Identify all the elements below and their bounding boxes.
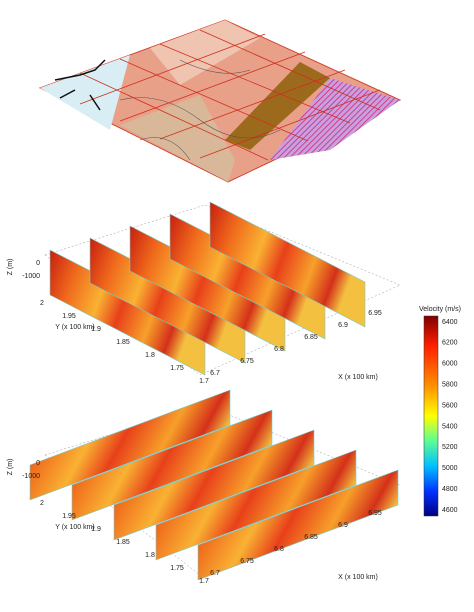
velocity-slice — [155, 449, 357, 561]
colorbar-tick-label: 6200 — [442, 340, 458, 347]
y-tick-label: 1.85 — [116, 339, 130, 346]
y-tick-label: 1.75 — [170, 565, 184, 572]
y-tick-label: 2 — [40, 300, 44, 307]
velocity-slice — [113, 429, 315, 541]
velocity-slice — [29, 389, 231, 501]
velocity-slice — [209, 201, 366, 328]
x-tick-label: 6.85 — [304, 334, 318, 341]
colorbar-tick-label: 4600 — [442, 507, 458, 514]
x-tick-label: 6.8 — [274, 546, 284, 553]
colorbar-tick-label: 4800 — [442, 486, 458, 493]
velocity-slice — [71, 409, 273, 521]
x-tick-label: 6.7 — [210, 370, 220, 377]
y-tick-label: 1.75 — [170, 365, 184, 372]
z-tick-label: 0 — [36, 460, 40, 467]
x-tick-label: 6.85 — [304, 534, 318, 541]
colorbar-tick-label: 6000 — [442, 361, 458, 368]
x-axis-label: X (x 100 km) — [338, 574, 378, 581]
x-tick-label: 6.8 — [274, 346, 284, 353]
y-tick-label: 1.8 — [145, 552, 155, 559]
x-tick-label: 6.75 — [240, 358, 254, 365]
velocity-slice — [197, 469, 399, 581]
y-tick-label: 1.7 — [199, 578, 209, 585]
fence-panel: Z (m) 0 -1000 2 1.95 1.9 1.85 1.8 1.75 1.7 Y (x 10… — [7, 201, 401, 385]
y-tick-label: 2 — [40, 500, 44, 507]
y-tick-label: 1.9 — [91, 326, 101, 333]
x-tick-label: 6.95 — [368, 510, 382, 517]
x-axis-label: X (x 100 km) — [338, 374, 378, 381]
colorbar-tick-label: 5000 — [442, 465, 458, 472]
x-tick-label: 6.9 — [338, 322, 348, 329]
colorbar-tick-label: 5600 — [442, 402, 458, 409]
z-axis-label: Z (m) — [7, 459, 14, 476]
z-axis-label: Z (m) — [7, 259, 14, 276]
colorbar-title: Velocity (m/s) — [419, 306, 461, 313]
x-tick-label: 6.7 — [210, 570, 220, 577]
colorbar-tick-label: 5200 — [442, 444, 458, 451]
colorbar-tick-label: 5400 — [442, 423, 458, 430]
y-tick-label: 1.7 — [199, 378, 209, 385]
colorbar-tick-label: 6400 — [442, 319, 458, 326]
y-tick-label: 1.8 — [145, 352, 155, 359]
colorbar-tick-label: 5800 — [442, 382, 458, 389]
x-tick-label: 6.75 — [240, 558, 254, 565]
x-tick-label: 6.9 — [338, 522, 348, 529]
z-tick-label: 0 — [36, 260, 40, 267]
colorbar-ramp — [423, 315, 439, 517]
fence-panel: Z (m) 0 -1000 2 1.95 1.9 1.85 1.8 1.75 1.7 Y (x 10… — [7, 389, 401, 585]
z-tick-label: -1000 — [22, 273, 40, 280]
geologic-map — [38, 19, 402, 183]
y-tick-label: 1.9 — [91, 526, 101, 533]
y-axis-label: Y (x 100 km) — [55, 524, 95, 531]
y-tick-label: 1.95 — [62, 313, 76, 320]
y-axis-label: Y (x 100 km) — [55, 324, 95, 331]
y-tick-label: 1.85 — [116, 539, 130, 546]
y-tick-label: 1.95 — [62, 513, 76, 520]
z-tick-label: -1000 — [22, 473, 40, 480]
colorbar: Velocity (m/s) 6400 6200 6000 5800 5600 5400 5… — [419, 306, 461, 517]
x-tick-label: 6.95 — [368, 310, 382, 317]
